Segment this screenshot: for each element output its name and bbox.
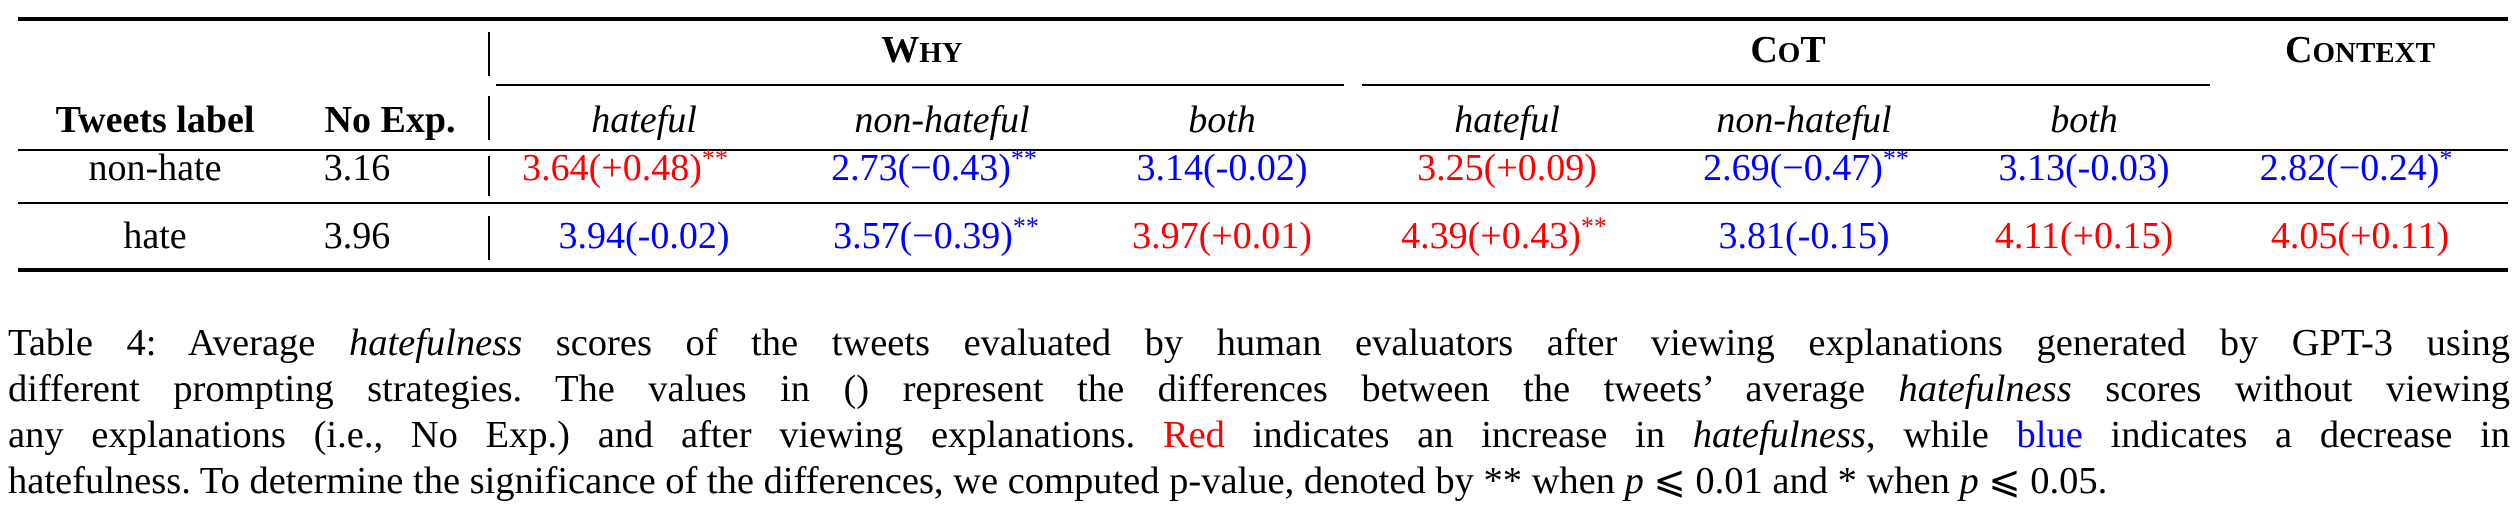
caption-line: hatefulness. To determine the significan… bbox=[8, 460, 2108, 502]
header-rule bbox=[18, 149, 2508, 151]
col-header-why-non-hateful: non-hateful bbox=[854, 99, 1030, 141]
row-label: non-hate bbox=[88, 147, 222, 189]
table-cell: 3.81(-0.15) bbox=[1718, 215, 1890, 257]
table-cell: 3.94(-0.02) bbox=[558, 215, 730, 257]
col-header-why-both: both bbox=[1188, 99, 1256, 141]
table-cell: 4.05(+0.11) bbox=[2270, 215, 2450, 257]
vertical-separator bbox=[488, 96, 490, 140]
table-cell: 4.11(+0.15) bbox=[1994, 215, 2174, 257]
caption-line: Table 4: Average hatefulness scores of t… bbox=[8, 322, 2510, 364]
table-cell: 4.39(+0.43)** bbox=[1401, 212, 1607, 257]
group-header-why: WHY bbox=[881, 29, 963, 71]
why-underline bbox=[496, 84, 1344, 86]
table-cell: 2.73(−0.43)** bbox=[831, 144, 1037, 189]
table-cell: 2.69(−0.47)** bbox=[1703, 144, 1909, 189]
group-header-context: CONTEXT bbox=[2285, 29, 2435, 71]
no-exp-value: 3.96 bbox=[323, 215, 391, 257]
col-header-cot-non-hateful: non-hateful bbox=[1716, 99, 1892, 141]
row-rule bbox=[18, 202, 2508, 204]
vertical-separator bbox=[488, 156, 490, 196]
table-cell: 2.82(−0.24)* bbox=[2259, 144, 2453, 189]
red-word: Red bbox=[1162, 414, 1225, 456]
caption-line: different prompting strategies. The valu… bbox=[8, 368, 2511, 410]
col-header-cot-both: both bbox=[2050, 99, 2118, 141]
col-header-cot-hateful: hateful bbox=[1454, 99, 1560, 141]
row-label: hate bbox=[123, 215, 187, 257]
table-cell: 3.13(-0.03) bbox=[1998, 147, 2170, 189]
no-exp-value: 3.16 bbox=[323, 147, 391, 189]
table-caption: Table 4: Average hatefulness scores of t… bbox=[8, 320, 2510, 504]
table-cell: 3.14(-0.02) bbox=[1136, 147, 1308, 189]
blue-word: blue bbox=[2016, 414, 2083, 456]
bottom-rule bbox=[18, 268, 2508, 272]
col-header-no-exp: No Exp. bbox=[324, 99, 456, 141]
table-cell: 3.57(−0.39)** bbox=[833, 212, 1039, 257]
cot-underline bbox=[1362, 84, 2210, 86]
vertical-separator bbox=[488, 216, 490, 260]
col-header-why-hateful: hateful bbox=[591, 99, 697, 141]
table-cell: 3.97(+0.01) bbox=[1132, 215, 1312, 257]
table-cell: 3.25(+0.09) bbox=[1417, 147, 1597, 189]
table-cell: 3.64(+0.48)** bbox=[522, 144, 728, 189]
caption-line: any explanations (i.e., No Exp.) and aft… bbox=[8, 414, 2510, 456]
top-rule bbox=[18, 17, 2508, 21]
vertical-separator bbox=[488, 32, 490, 76]
col-header-tweets-label: Tweets label bbox=[55, 99, 255, 141]
group-header-cot: COT bbox=[1750, 29, 1826, 71]
